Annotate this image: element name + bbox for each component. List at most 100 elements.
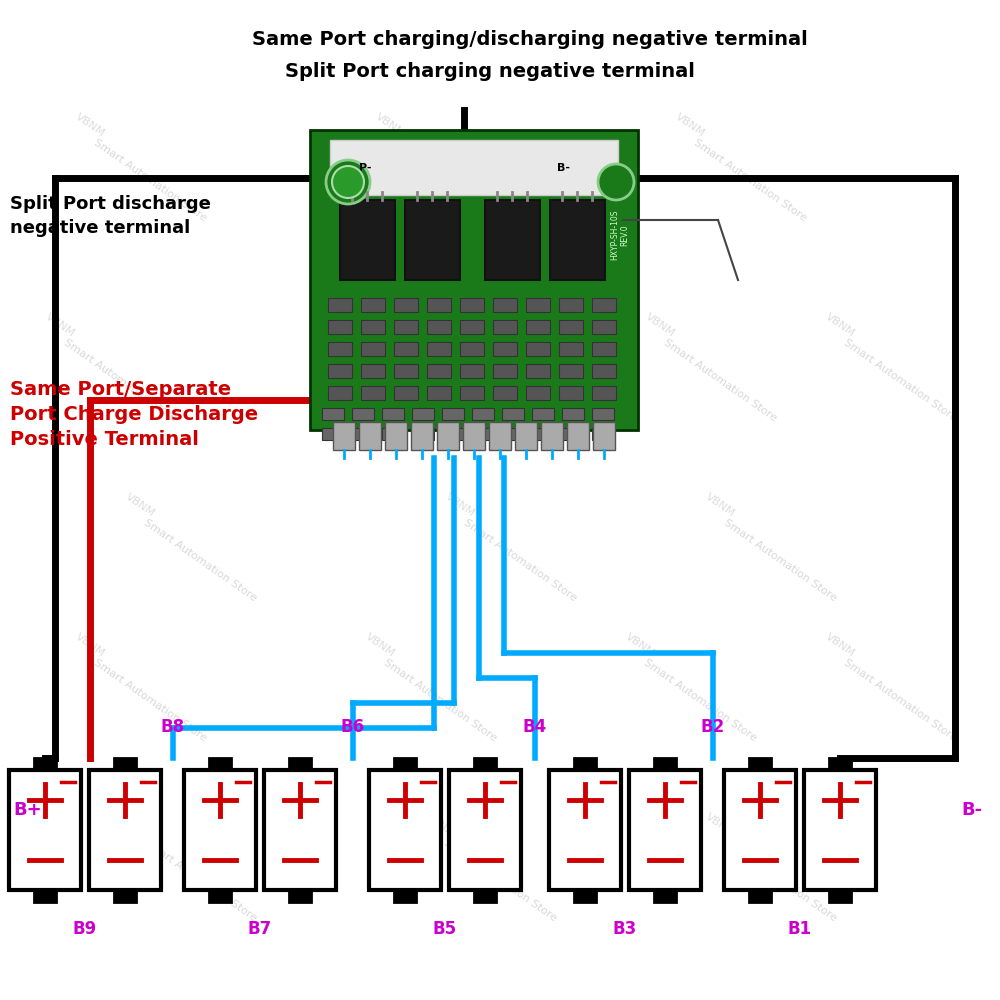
Text: Smart Automation Store: Smart Automation Store [692,137,808,223]
Bar [829,890,851,902]
Bar [526,342,550,356]
Bar [515,422,537,450]
Text: Smart Automation Store: Smart Automation Store [642,657,758,743]
Bar [361,386,385,400]
Bar [442,408,464,420]
Text: B1: B1 [788,920,812,938]
Bar [89,770,161,890]
Bar [184,770,256,890]
Bar [34,758,56,770]
Bar [361,320,385,334]
Text: VBNM: VBNM [124,491,156,519]
Bar [493,298,517,312]
Text: VBNM: VBNM [824,311,856,339]
Bar [209,758,231,770]
Bar [474,890,496,902]
Bar [593,422,615,450]
Bar [574,758,596,770]
Text: VBNM: VBNM [624,631,656,659]
Bar [592,342,616,356]
Text: Smart Automation Store: Smart Automation Store [842,337,958,423]
Text: HXYP-SH-10S
REV.0: HXYP-SH-10S REV.0 [610,210,630,260]
Bar [352,408,374,420]
Text: VBNM: VBNM [124,811,156,839]
Bar [394,298,418,312]
Bar [114,890,136,902]
Text: Smart Automation Store: Smart Automation Store [92,137,208,223]
Text: VBNM: VBNM [644,311,676,339]
Bar [559,342,583,356]
Text: B-: B- [556,163,570,173]
Bar [394,364,418,378]
Bar [559,364,583,378]
Bar [592,298,616,312]
Bar [724,770,796,890]
Text: Smart Automation Store: Smart Automation Store [362,337,478,423]
Bar [463,422,485,450]
Text: Smart Automation Store: Smart Automation Store [842,657,958,743]
Bar [460,342,484,356]
Bar [489,422,511,450]
Circle shape [598,164,634,200]
Bar [532,428,554,440]
Bar [549,770,621,890]
Text: B8: B8 [160,718,185,736]
Text: Same Port charging/discharging negative terminal: Same Port charging/discharging negative … [252,30,808,49]
Bar [474,758,496,770]
Text: VBNM: VBNM [704,491,736,519]
Text: VBNM: VBNM [444,491,476,519]
Bar [460,386,484,400]
Text: Smart Automation Store: Smart Automation Store [392,137,508,223]
Bar [460,364,484,378]
Bar [322,408,344,420]
Text: P-: P- [359,163,371,173]
Bar [412,408,434,420]
Bar [493,386,517,400]
Bar [654,758,676,770]
Bar [654,890,676,902]
Bar [592,386,616,400]
Text: Same Port/Separate
Port Charge Discharge
Positive Terminal: Same Port/Separate Port Charge Discharge… [10,380,258,449]
Text: Smart Automation Store: Smart Automation Store [462,517,578,603]
Bar [592,320,616,334]
Bar [592,428,614,440]
Text: B7: B7 [248,920,272,938]
Bar [559,386,583,400]
Bar [359,422,381,450]
Text: Smart Automation Store: Smart Automation Store [62,337,178,423]
Text: VBNM: VBNM [824,631,856,659]
Text: VBNM: VBNM [364,631,396,659]
Bar [749,758,771,770]
Text: VBNM: VBNM [74,631,106,659]
Bar [34,890,56,902]
Bar [526,320,550,334]
Bar [114,758,136,770]
Bar [385,422,407,450]
Bar [310,130,638,430]
Bar [559,298,583,312]
Bar [493,364,517,378]
Bar [289,890,311,902]
Bar [472,408,494,420]
Text: B+: B+ [14,801,42,819]
Bar [394,320,418,334]
Text: Smart Automation Store: Smart Automation Store [662,337,778,423]
Bar [502,428,524,440]
Bar [369,770,441,890]
Bar [382,428,404,440]
Bar [493,320,517,334]
Bar [289,758,311,770]
Bar [412,428,434,440]
Text: B6: B6 [340,718,365,736]
Bar [829,758,851,770]
Bar [472,428,494,440]
Bar [449,770,521,890]
Bar [427,298,451,312]
Bar [333,422,355,450]
Bar [394,758,416,770]
Text: VBNM: VBNM [344,311,376,339]
Bar [526,364,550,378]
Bar [405,200,460,280]
Bar [340,200,395,280]
Bar [592,408,614,420]
